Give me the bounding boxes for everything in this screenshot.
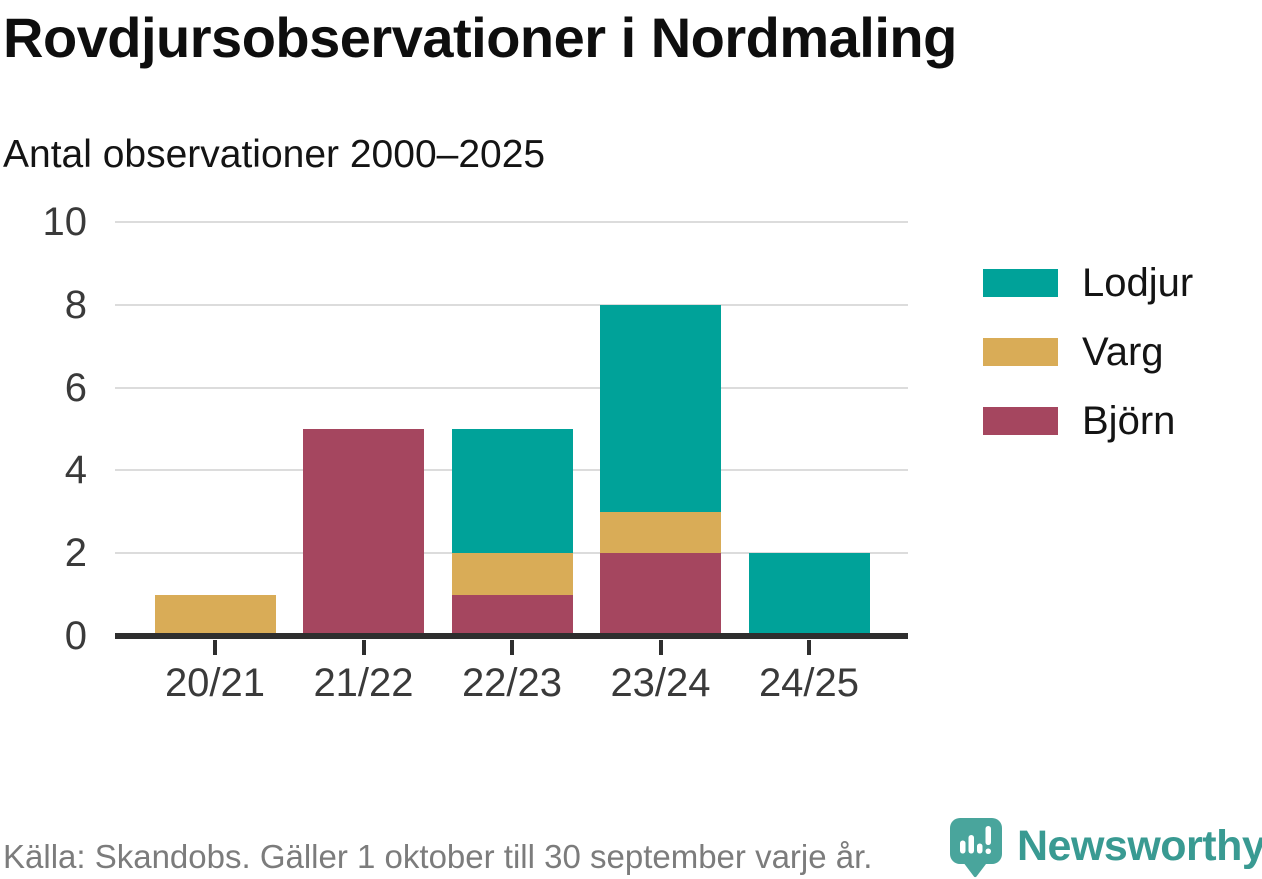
x-tick-mark-24-25 [807,640,811,655]
legend-swatch-bjorn [983,407,1058,435]
x-tick-mark-22-23 [510,640,514,655]
bar-segment-björn-23-24 [600,553,721,636]
x-tick-mark-21-22 [361,640,366,655]
bar-segment-varg-23-24 [600,511,721,554]
legend-item-varg: Varg [983,332,1193,372]
bar-segment-lodjur-22-23 [451,429,573,554]
y-axis-label-0: 0 [64,614,87,658]
bar-segment-björn-21-22 [303,429,424,636]
gridline-y10 [115,221,908,223]
legend: Lodjur Varg Björn [983,263,1193,441]
x-axis-label-20-21: 20/21 [164,661,266,705]
x-tick-mark-20-21 [213,640,217,655]
x-axis-label-24-25: 24/25 [758,661,860,705]
x-axis-line [115,633,908,639]
y-axis-label-4: 4 [64,448,87,493]
legend-swatch-lodjur [983,269,1058,297]
chart-subtitle: Antal observationer 2000–2025 [3,133,546,176]
x-axis-label-22-23: 22/23 [461,661,563,705]
chart-title: Rovdjursobservationer i Nordmaling [3,6,957,69]
gridline-y6 [115,386,908,389]
bar-segment-varg-22-23 [451,553,573,595]
source-note: Källa: Skandobs. Gäller 1 oktober till 3… [3,838,873,875]
x-axis-label-23-24: 23/24 [610,661,711,705]
legend-item-bjorn: Björn [983,401,1193,441]
legend-label-varg: Varg [1082,330,1164,374]
x-axis-label-21-22: 21/22 [313,661,414,705]
bar-segment-björn-22-23 [451,594,573,636]
newsworthy-wordmark: Newsworthy [1017,822,1262,870]
legend-label-bjorn: Björn [1082,399,1176,443]
bar-segment-varg-20-21 [154,594,276,636]
y-axis-label-8: 8 [64,282,87,327]
bar-segment-lodjur-23-24 [600,304,721,512]
y-axis-label-2: 2 [64,531,87,576]
y-axis-label-6: 6 [64,365,87,410]
bar-segment-lodjur-24-25 [748,553,870,636]
newsworthy-brand: Newsworthy [950,818,1262,878]
gridline-y8 [115,303,908,306]
x-tick-mark-23-24 [658,640,663,655]
plot-area: 0 2 4 6 8 10 20/21 21/22 22/23 23/24 24/25 [43,202,908,703]
legend-swatch-varg [983,338,1058,366]
y-axis-label-10: 10 [42,200,88,244]
newsworthy-logo-icon [950,818,1002,878]
legend-label-lodjur: Lodjur [1082,261,1194,305]
legend-item-lodjur: Lodjur [983,263,1193,303]
